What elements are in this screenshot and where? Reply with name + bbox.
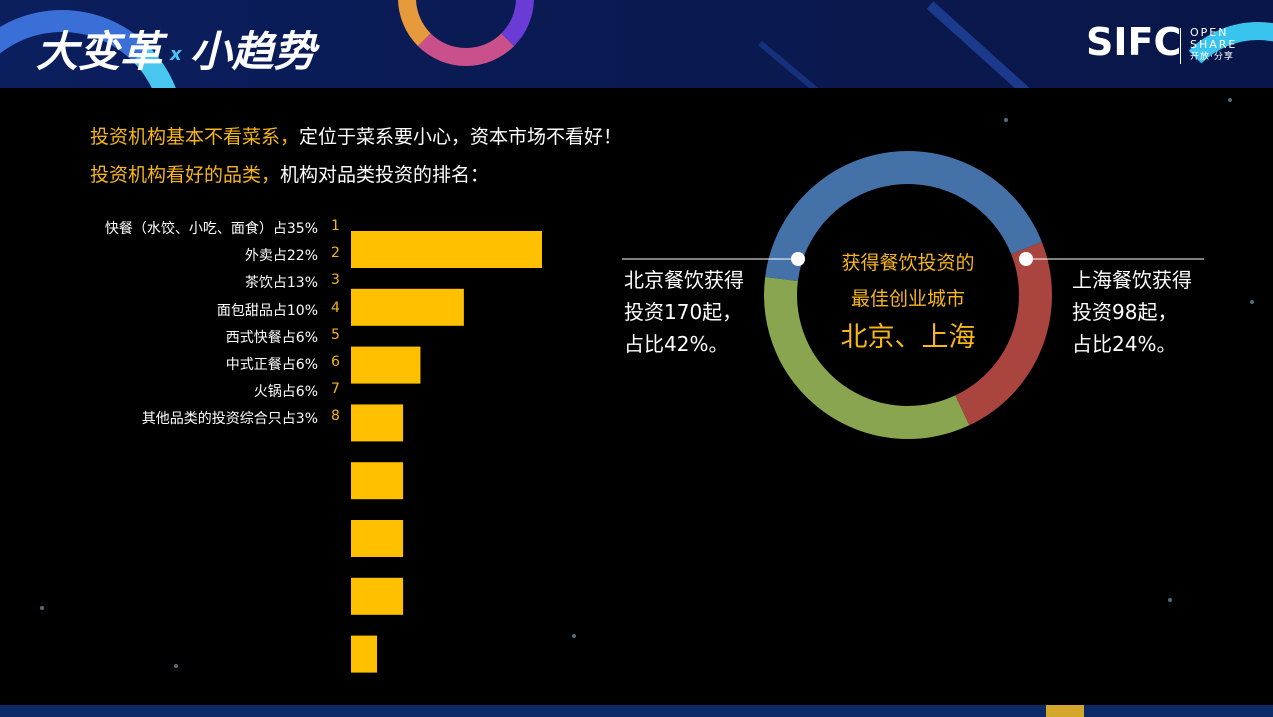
beijing-line-2: 投资170起， bbox=[624, 300, 743, 324]
donut-center-line-1: 获得餐饮投资的 bbox=[841, 252, 975, 274]
decor-star bbox=[1228, 98, 1232, 102]
donut-slice bbox=[764, 276, 970, 439]
decor-star bbox=[40, 606, 44, 610]
bar bbox=[351, 231, 542, 268]
ranking-label: 外卖占22% bbox=[244, 248, 318, 265]
shanghai-line-1: 上海餐饮获得 bbox=[1072, 268, 1192, 292]
beijing-line-1: 北京餐饮获得 bbox=[624, 268, 744, 292]
footer-bar bbox=[0, 705, 1273, 717]
decor-star bbox=[1250, 300, 1254, 304]
ranking-label: 火锅占6% bbox=[253, 384, 318, 401]
ranking-number: 4 bbox=[331, 299, 340, 316]
shanghai-line-2: 投资98起， bbox=[1072, 300, 1178, 324]
donut-slice bbox=[765, 151, 1042, 282]
ranking-label: 面包甜品占10% bbox=[216, 302, 318, 319]
beijing-leader-dot bbox=[791, 252, 805, 266]
ranking-label: 中式正餐占6% bbox=[225, 357, 318, 373]
bar bbox=[351, 577, 404, 615]
page-title: 大变革 x 小趋势 bbox=[36, 18, 316, 79]
shanghai-annotation: 上海餐饮获得 投资98起， 占比24%。 bbox=[1072, 264, 1192, 360]
beijing-annotation: 北京餐饮获得 投资170起， 占比42%。 bbox=[624, 264, 744, 360]
donut-center-line-3: 北京、上海 bbox=[840, 322, 976, 353]
intro-line-2-rest: 机构对品类投资的排名： bbox=[280, 164, 490, 186]
ranking-number: 1 bbox=[331, 218, 340, 234]
bar bbox=[351, 520, 404, 557]
ranking-label: 西式快餐占6% bbox=[225, 329, 318, 346]
shanghai-line-3: 占比24%。 bbox=[1072, 332, 1177, 356]
intro-line-1: 投资机构基本不看菜系，定位于菜系要小心，资本市场不看好！ bbox=[90, 122, 622, 149]
decor-star bbox=[572, 634, 576, 638]
bar bbox=[351, 462, 404, 500]
title-left: 大变革 bbox=[36, 27, 163, 76]
title-x-mark: x bbox=[170, 44, 182, 65]
logo-sub-open: OPEN bbox=[1190, 26, 1229, 39]
beijing-line-3: 占比42%。 bbox=[624, 332, 729, 356]
decor-star bbox=[1004, 118, 1008, 122]
intro-line-2-highlight: 投资机构看好的品类， bbox=[90, 164, 281, 186]
ranking-number: 3 bbox=[331, 272, 340, 289]
bar bbox=[351, 635, 378, 673]
footer-accent bbox=[1046, 705, 1084, 717]
header-banner: 大变革 x 小趋势 SIFC OPEN SHARE 开放·分享 bbox=[0, 0, 1273, 88]
ranking-label: 快餐（水饺、小吃、面食）占35% bbox=[104, 221, 318, 237]
intro-line-1-rest: 定位于菜系要小心，资本市场不看好！ bbox=[299, 126, 623, 148]
logo-sub-cn: 开放·分享 bbox=[1190, 52, 1234, 62]
logo-divider bbox=[1180, 28, 1181, 64]
bar bbox=[351, 288, 464, 326]
intro-line-2: 投资机构看好的品类，机构对品类投资的排名： bbox=[90, 160, 489, 187]
ranking-number: 6 bbox=[331, 354, 340, 370]
donut-slice bbox=[955, 241, 1052, 426]
logo: SIFC bbox=[1086, 20, 1182, 64]
intro-line-1-highlight: 投资机构基本不看菜系， bbox=[90, 126, 300, 148]
bar bbox=[351, 346, 421, 384]
ranking-number: 8 bbox=[331, 408, 340, 425]
bar bbox=[351, 404, 404, 442]
title-right: 小趋势 bbox=[189, 27, 316, 76]
logo-subtitle: OPEN SHARE 开放·分享 bbox=[1190, 27, 1237, 63]
ranking-label: 茶饮占13% bbox=[244, 275, 318, 292]
shanghai-leader-dot bbox=[1019, 252, 1033, 266]
decor-star bbox=[174, 664, 178, 668]
ranking-number: 2 bbox=[331, 245, 340, 262]
logo-sub-share: SHARE bbox=[1190, 38, 1238, 51]
ranking-number: 5 bbox=[331, 326, 340, 343]
ranking-number: 7 bbox=[331, 381, 340, 398]
ranking-label: 其他品类的投资综合只占3% bbox=[141, 411, 318, 428]
decor-star bbox=[1168, 598, 1172, 602]
donut-center-line-2: 最佳创业城市 bbox=[850, 288, 965, 310]
